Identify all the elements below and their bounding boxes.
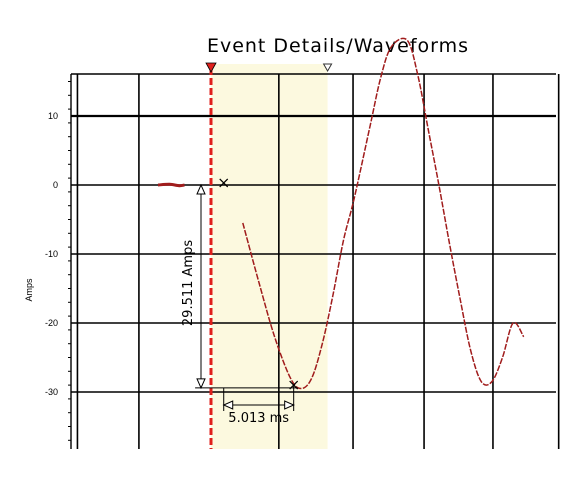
y-tick-label: -20 bbox=[45, 318, 58, 328]
amplitude-arrowhead-top bbox=[196, 183, 206, 195]
second-cursor-marker bbox=[322, 63, 333, 73]
amplitude-measure-label: 29.511 Amps bbox=[181, 240, 196, 326]
time-arrowhead-right bbox=[284, 400, 295, 410]
y-axis-label: Amps bbox=[24, 278, 34, 302]
y-tick-label: 0 bbox=[53, 180, 58, 190]
amplitude-arrowhead-bottom bbox=[196, 378, 206, 390]
y-tick-label: -30 bbox=[45, 387, 58, 397]
chart-title: Event Details/Waveforms bbox=[207, 35, 469, 57]
pre-trigger-trace bbox=[157, 182, 185, 188]
y-tick-label: -10 bbox=[45, 249, 58, 259]
measure-point-marker bbox=[219, 178, 229, 188]
cursor-window-highlight bbox=[211, 64, 328, 449]
time-measure-label: 5.013 ms bbox=[228, 411, 289, 426]
trigger-cursor-marker bbox=[205, 62, 217, 73]
current-waveform-trace bbox=[242, 37, 525, 390]
y-tick-label: 10 bbox=[48, 111, 58, 121]
time-arrowhead-left bbox=[222, 400, 234, 410]
